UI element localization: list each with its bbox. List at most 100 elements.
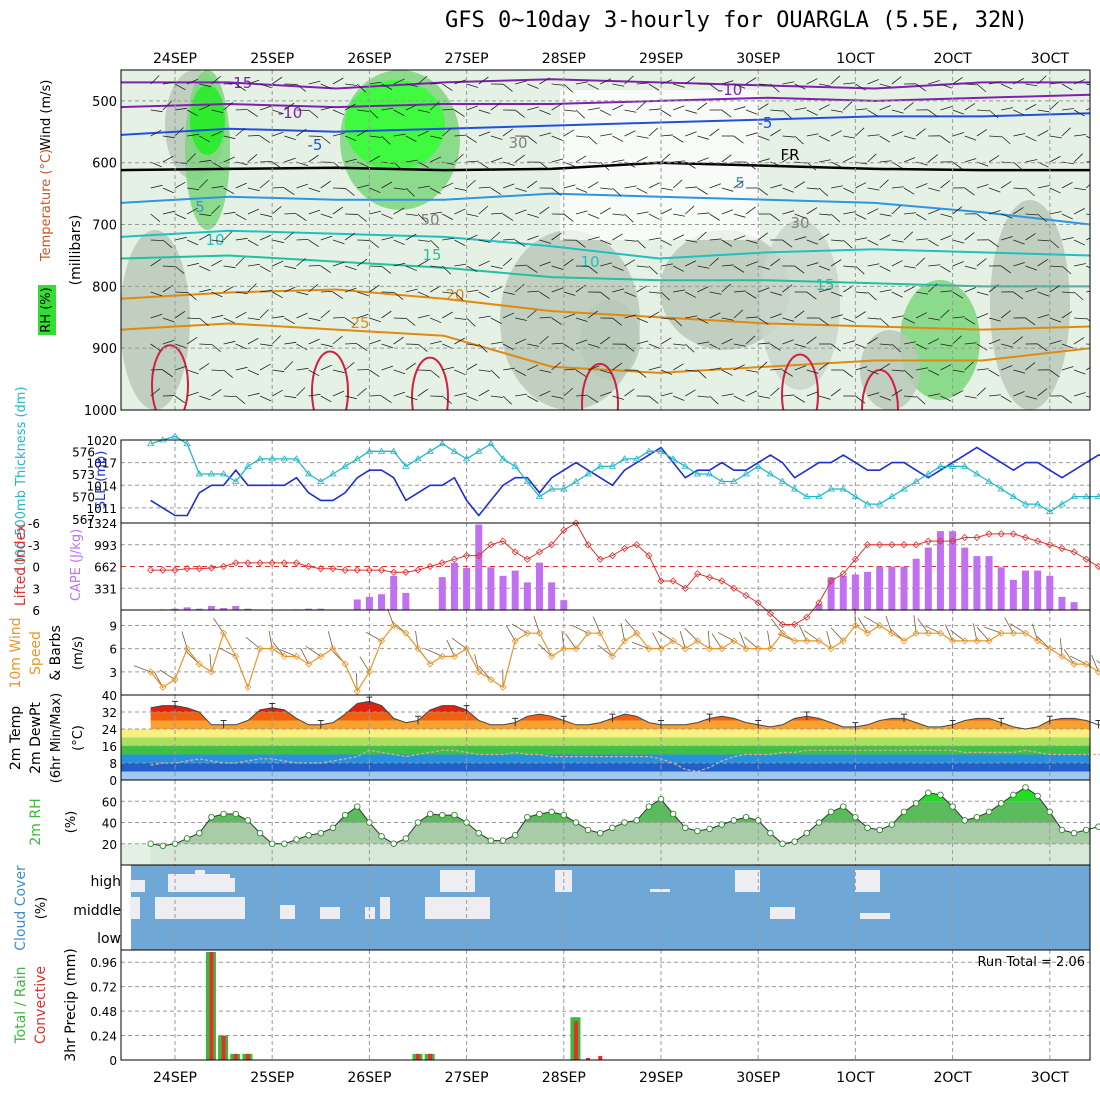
wind-barb: [745, 291, 757, 299]
cape-bar: [207, 606, 215, 610]
wind-barb: [563, 184, 576, 189]
wind-barb: [1025, 362, 1036, 371]
wind-barb: [259, 265, 271, 273]
wind-barb: [879, 395, 892, 401]
wind-speed-point: [633, 629, 641, 637]
wind-barb: [721, 154, 732, 163]
thickness-point: [487, 439, 495, 447]
wind-barb: [539, 291, 550, 299]
wind-barb: [320, 309, 331, 319]
wind-barb: [381, 365, 394, 371]
wind-speed-point: [912, 629, 920, 637]
wind-barb: [515, 369, 526, 376]
wind-barb: [1074, 263, 1086, 267]
wind-barb: [879, 179, 889, 189]
wind-barb: [830, 314, 843, 319]
wind-speed-point: [195, 660, 203, 668]
temp-contour: [121, 78, 1090, 90]
contour-label: 10: [205, 231, 224, 249]
temp-label-1: 2m Temp: [8, 706, 24, 770]
wind-barb: [454, 291, 464, 301]
wind-barb: [782, 339, 794, 345]
contour-label: 20: [445, 286, 464, 304]
wind-barb: [818, 187, 829, 197]
thickness-point: [1033, 500, 1042, 507]
wind-barb: [454, 317, 467, 320]
wind-barb: [320, 290, 333, 293]
wind-barb: [199, 233, 210, 241]
rh-tick-label: 60: [102, 795, 117, 809]
wind-barb: [685, 205, 695, 215]
wind-barb: [247, 239, 259, 247]
wind-barb: [308, 317, 321, 322]
contour-label: -10: [718, 81, 743, 99]
wind-barb: [685, 260, 697, 267]
wind-barb: [478, 76, 489, 85]
thickness-point: [268, 455, 276, 462]
wind-barb: [430, 211, 443, 215]
wind-barb: [1073, 208, 1085, 215]
wind-barb: [150, 313, 163, 319]
wind-barb: [381, 265, 392, 274]
wind-barb: [527, 106, 540, 111]
wind-barb: [539, 369, 552, 373]
wind-barb: [247, 109, 259, 118]
surface-wind-barb: [425, 648, 443, 657]
precip-frame: [120, 949, 1091, 1061]
cape-bar: [499, 575, 507, 610]
wind-barb: [563, 109, 576, 112]
wind-barb: [284, 157, 296, 163]
li-point: [560, 526, 568, 534]
wind-barb: [405, 213, 418, 216]
wind-speed-point: [560, 645, 568, 653]
wind-barb: [417, 239, 430, 242]
wind-speed-point: [766, 645, 774, 653]
pressure-axis-label: (millibars): [68, 215, 84, 286]
wind-barb: [1085, 317, 1090, 322]
wind-barb: [1073, 109, 1085, 117]
wind-barb: [891, 343, 902, 353]
wind-barb: [587, 83, 599, 90]
wind-barb: [211, 75, 221, 85]
surface-wind-barb: [744, 636, 759, 649]
date-label-top: 30SEP: [736, 51, 780, 67]
wind-speed-point: [815, 637, 823, 645]
wind-speed-point: [827, 645, 835, 653]
wind-barb: [794, 265, 805, 274]
wind-barb: [259, 135, 271, 144]
wind-barb: [344, 265, 357, 271]
wind-barb: [843, 187, 855, 194]
wind-barb: [782, 369, 793, 377]
wind-barb: [988, 187, 1001, 193]
wind-barb: [393, 161, 403, 171]
wind-barb: [964, 135, 977, 141]
wind-barb: [587, 181, 599, 189]
temp-contour: [121, 254, 1090, 288]
wind-speed-point: [317, 652, 325, 660]
wind-barb: [940, 106, 953, 111]
wind-barb: [466, 317, 476, 327]
wind-barb: [600, 391, 612, 397]
surface-wind-barb: [451, 637, 467, 649]
wind-barb: [612, 362, 623, 371]
temp-contour-warm: [151, 344, 189, 410]
wind-barb: [660, 109, 672, 117]
wind-barb: [733, 364, 745, 371]
wind-barb: [830, 75, 841, 85]
wind-barb: [1061, 108, 1074, 111]
wind-barb: [223, 285, 235, 293]
wind-barb: [1073, 337, 1085, 345]
thickness-point: [790, 485, 799, 492]
cape-tick-label: 993: [94, 539, 117, 553]
precip-convective-bar: [221, 1035, 226, 1060]
li-point: [851, 555, 859, 563]
wind-barb: [259, 234, 272, 241]
cape-bar: [171, 608, 179, 610]
wind-barb: [369, 210, 382, 215]
wind-barb: [685, 369, 698, 372]
cape-bar: [195, 608, 203, 610]
wind-barb: [976, 387, 986, 397]
cape-bar: [536, 562, 543, 610]
wind-barb: [697, 286, 709, 293]
rh-tick-label: 40: [102, 817, 117, 831]
